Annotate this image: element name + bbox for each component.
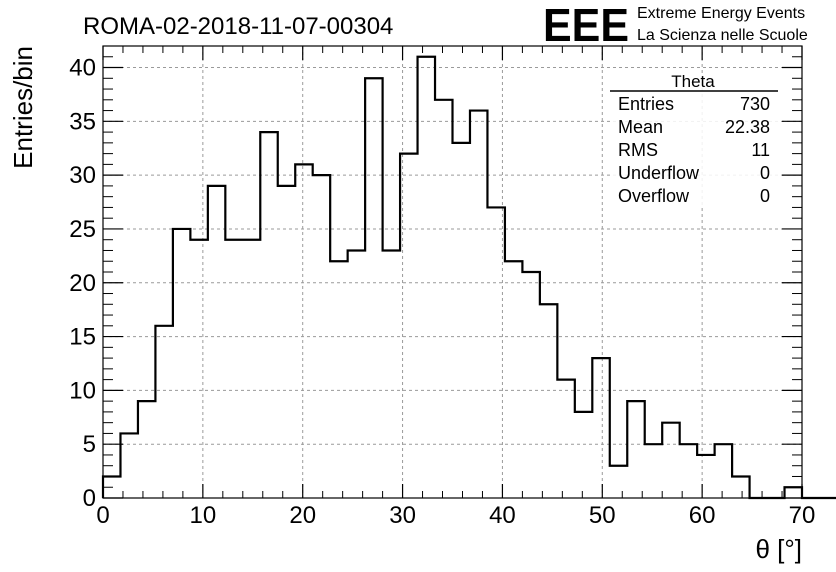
stats-box-background bbox=[610, 80, 778, 208]
x-tick-label: 50 bbox=[589, 502, 616, 529]
x-tick-label: 0 bbox=[96, 502, 109, 529]
axis-ticks bbox=[102, 46, 803, 499]
stats-label: Underflow bbox=[618, 163, 700, 183]
grid-lines bbox=[103, 46, 802, 498]
x-tick-label: 60 bbox=[689, 502, 716, 529]
stats-value: 22.38 bbox=[725, 117, 770, 137]
x-tick-label: 40 bbox=[489, 502, 516, 529]
y-tick-label: 25 bbox=[69, 216, 96, 243]
x-tick-label: 10 bbox=[190, 502, 217, 529]
stats-value: 730 bbox=[740, 94, 770, 114]
stats-value: 0 bbox=[760, 186, 770, 206]
stats-box: Theta Entries 730 Mean 22.38 RMS 11 Underflow 0… bbox=[610, 72, 778, 208]
y-tick-label: 15 bbox=[69, 324, 96, 351]
stats-label: Mean bbox=[618, 117, 663, 137]
x-axis-label: θ [°] bbox=[755, 534, 802, 564]
y-tick-labels: 0 5 10 15 20 25 30 35 40 bbox=[69, 55, 96, 512]
stats-label: RMS bbox=[618, 140, 658, 160]
logo-line-1: Extreme Energy Events bbox=[637, 5, 805, 22]
x-tick-label: 20 bbox=[289, 502, 316, 529]
stats-label: Entries bbox=[618, 94, 674, 114]
stats-label: Overflow bbox=[618, 186, 690, 206]
stats-value: 0 bbox=[760, 163, 770, 183]
stats-rows: Entries 730 Mean 22.38 RMS 11 Underflow 0 Overfl… bbox=[618, 94, 770, 206]
chart-title: ROMA-02-2018-11-07-00304 bbox=[83, 13, 393, 40]
stats-value: 11 bbox=[751, 140, 770, 160]
stats-box-title: Theta bbox=[671, 72, 715, 91]
y-tick-label: 20 bbox=[69, 270, 96, 297]
logo: EEE Extreme Energy Events La Scienza nel… bbox=[543, 0, 808, 51]
x-tick-label: 30 bbox=[389, 502, 416, 529]
y-tick-label: 40 bbox=[69, 55, 96, 82]
x-tick-label: 70 bbox=[789, 502, 816, 529]
y-tick-label: 30 bbox=[69, 162, 96, 189]
logo-line-2: La Scienza nelle Scuole bbox=[637, 27, 808, 44]
y-tick-label: 35 bbox=[69, 108, 96, 135]
y-tick-label: 5 bbox=[83, 431, 96, 458]
y-tick-label: 10 bbox=[69, 377, 96, 404]
y-tick-label: 0 bbox=[83, 485, 96, 512]
y-axis-label: Entries/bin bbox=[8, 46, 38, 169]
x-tick-labels: 0 10 20 30 40 50 60 70 bbox=[96, 502, 815, 529]
logo-mark: EEE bbox=[543, 0, 629, 51]
